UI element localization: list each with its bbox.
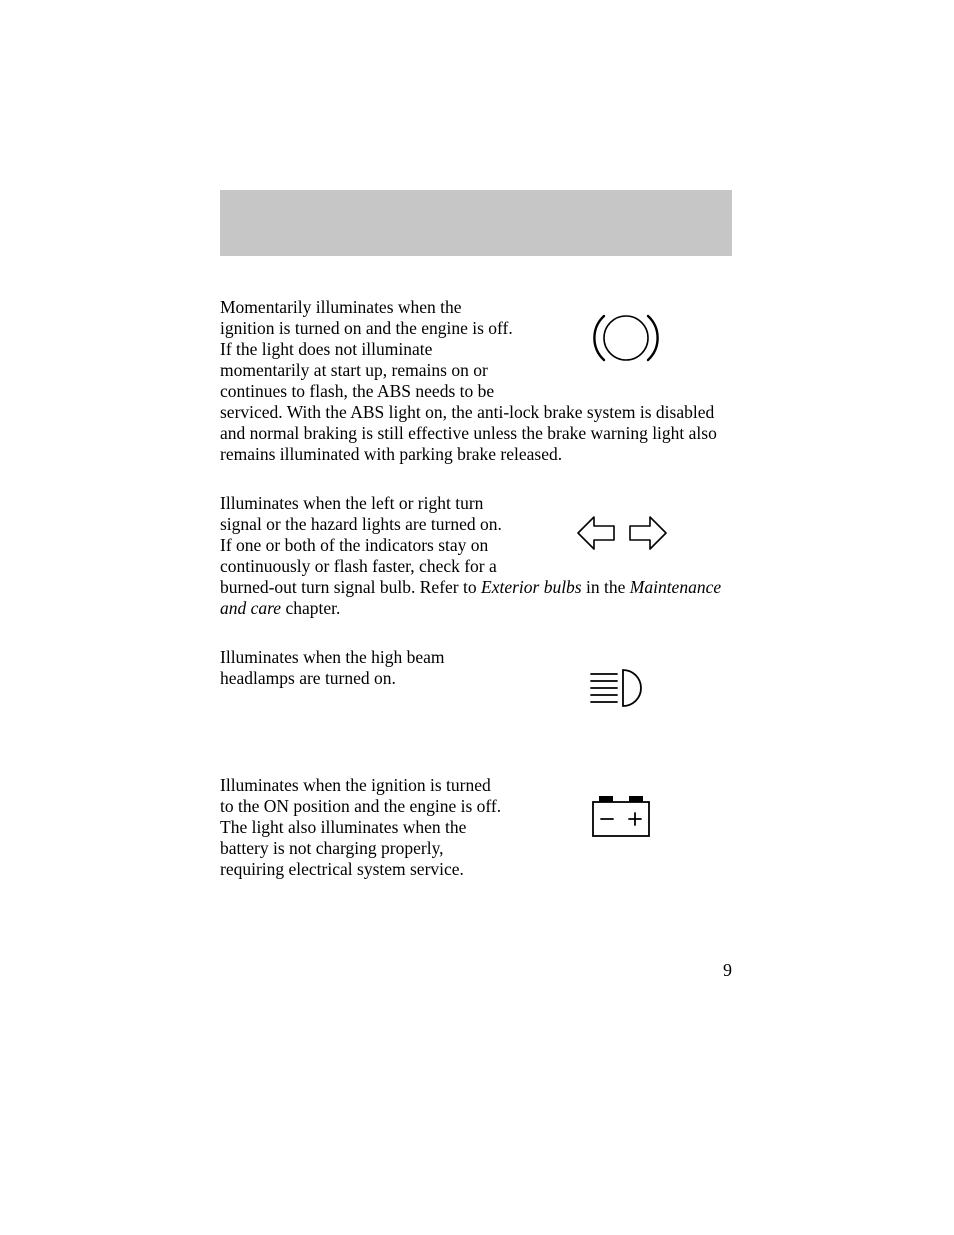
turn-text-post: chapter. bbox=[281, 598, 340, 618]
abs-warning-icon bbox=[520, 297, 732, 379]
section-battery: Illuminates when the ignition is turned … bbox=[220, 775, 732, 880]
turn-text-pre: Illuminates when the left or right turn … bbox=[220, 493, 502, 597]
page: Momentarily illuminates when the ignitio… bbox=[0, 0, 954, 1235]
header-band bbox=[220, 190, 732, 256]
section-turn-signal: Illuminates when the left or right turn … bbox=[220, 493, 732, 619]
turn-text-mid: in the bbox=[582, 577, 630, 597]
section-abs: Momentarily illuminates when the ignitio… bbox=[220, 297, 732, 465]
battery-icon bbox=[510, 775, 732, 855]
high-beam-icon bbox=[510, 647, 732, 729]
turn-ref-exterior-bulbs: Exterior bulbs bbox=[481, 577, 582, 597]
page-number: 9 bbox=[723, 960, 732, 981]
section-high-beam: Illuminates when the high beam headlamps… bbox=[220, 647, 732, 733]
turn-signal-icon bbox=[512, 493, 732, 573]
content-column: Momentarily illuminates when the ignitio… bbox=[220, 297, 732, 900]
